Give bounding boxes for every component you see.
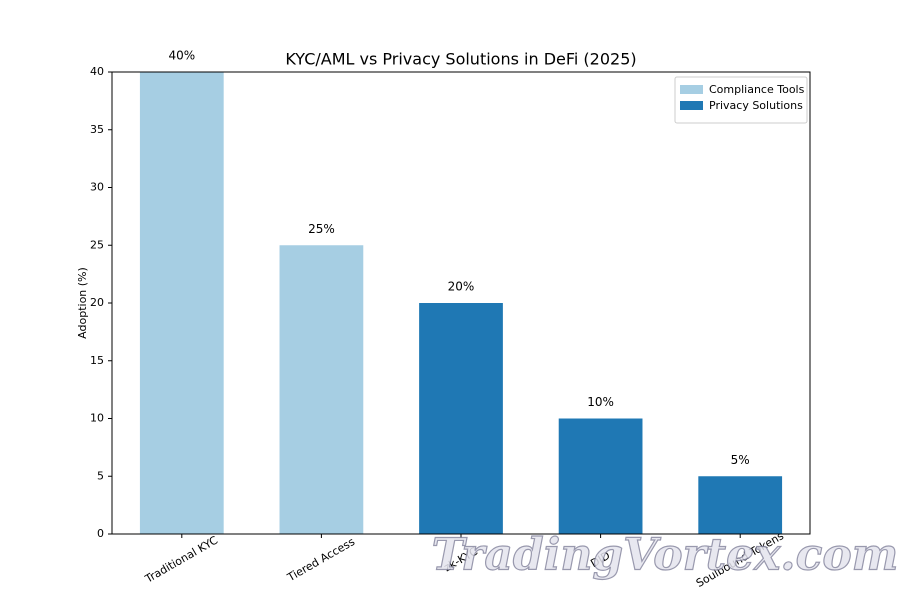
legend-label: Compliance Tools	[709, 83, 805, 96]
plot-frame	[111, 71, 811, 535]
bar	[139, 72, 224, 534]
y-tick-label: 35	[90, 123, 104, 136]
y-tick-label: 20	[90, 296, 104, 309]
legend-box	[674, 76, 808, 124]
data-label: 10%	[587, 395, 614, 409]
x-tick-label: Tiered Access	[284, 535, 357, 585]
y-tick-label: 0	[97, 527, 104, 540]
legend-swatch	[680, 85, 703, 94]
bar	[419, 303, 503, 534]
bar	[558, 418, 643, 534]
chart-title: KYC/AML vs Privacy Solutions in DeFi (20…	[285, 50, 636, 69]
legend-label: Privacy Solutions	[709, 99, 803, 112]
bar	[279, 245, 364, 534]
y-tick-label: 25	[90, 238, 104, 251]
legend-swatch	[680, 101, 703, 110]
data-label: 40%	[168, 49, 195, 63]
x-tick-label: Traditional KYC	[142, 533, 220, 586]
y-tick-label: 40	[90, 65, 104, 78]
y-tick-label: 10	[90, 412, 104, 425]
y-tick-label: 30	[90, 181, 104, 194]
bar	[698, 476, 783, 534]
watermark: TradingVortex.com	[432, 530, 899, 581]
data-label: 20%	[448, 280, 475, 294]
y-tick-label: 5	[97, 469, 104, 482]
data-label: 5%	[731, 453, 750, 467]
y-axis-label: Adoption (%)	[76, 267, 89, 339]
y-tick-label: 15	[90, 354, 104, 367]
data-label: 25%	[308, 222, 335, 236]
